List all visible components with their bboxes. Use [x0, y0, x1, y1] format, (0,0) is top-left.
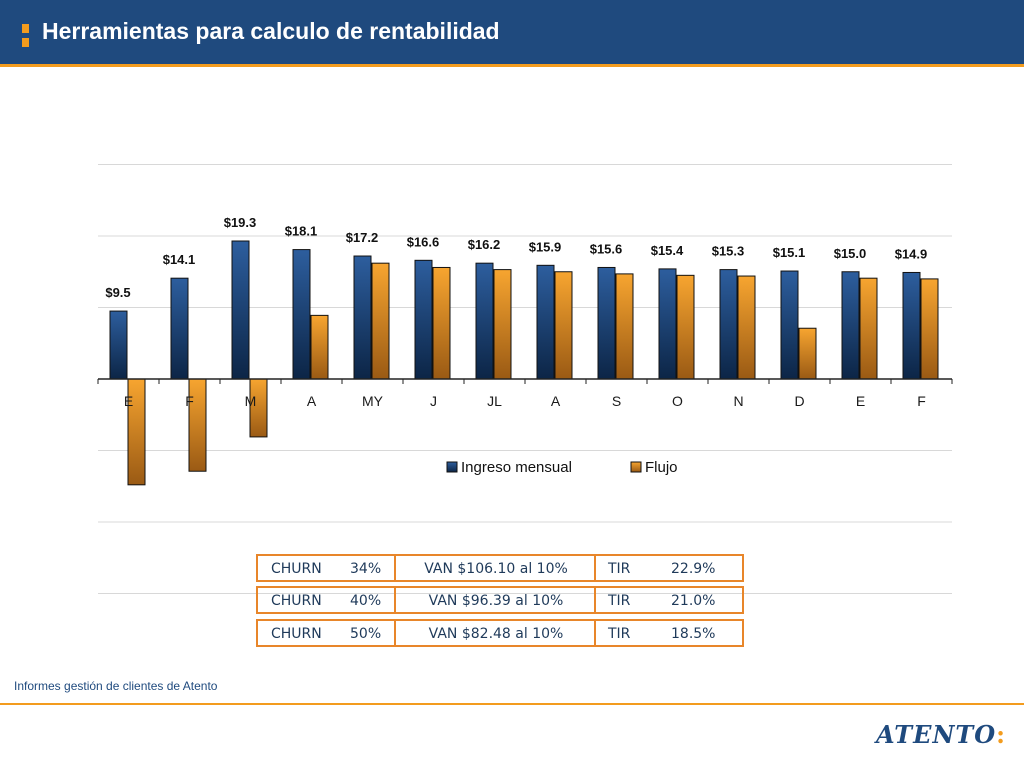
ingreso-bar: [780, 270, 799, 380]
ingreso-bar: [109, 310, 128, 380]
category-label: S: [612, 393, 621, 409]
flujo-bar: [920, 278, 939, 380]
category-label: F: [185, 393, 194, 409]
cell-divider: [394, 588, 396, 612]
cell-divider: [594, 556, 596, 580]
cell-divider: [594, 588, 596, 612]
header-bar: [0, 0, 1024, 64]
data-label: $19.3: [224, 215, 257, 230]
category-label: D: [794, 393, 804, 409]
churn-label: CHURN: [271, 561, 322, 577]
data-label: $14.1: [163, 252, 196, 267]
van-value: VAN $82.48 al 10%: [428, 626, 564, 642]
tir-value: 22.9%: [671, 561, 716, 577]
flujo-bar: [310, 314, 329, 380]
churn-label: CHURN: [271, 593, 322, 609]
churn-label: CHURN: [271, 626, 322, 642]
flujo-bar: [615, 273, 634, 380]
ingreso-bar: [902, 271, 921, 380]
ingreso-bar: [353, 255, 372, 380]
scenario-row: CHURN 50% VAN $82.48 al 10% TIR 18.5%: [256, 619, 744, 647]
category-label: M: [245, 393, 257, 409]
data-label: $15.1: [773, 245, 806, 260]
footer-divider: [0, 703, 1024, 705]
category-label: JL: [487, 393, 502, 409]
data-label: $9.5: [105, 285, 130, 300]
tir-label: TIR: [608, 561, 631, 577]
flujo-bar: [371, 262, 390, 380]
churn-value: 34%: [350, 561, 382, 577]
tir-value: 18.5%: [671, 626, 716, 642]
title-bullet-icon: [22, 24, 29, 33]
ingreso-bar: [719, 269, 738, 380]
data-label: $15.0: [834, 246, 867, 261]
data-label: $16.6: [407, 234, 440, 249]
data-label: $15.3: [712, 244, 745, 259]
flujo-bar: [798, 327, 817, 380]
flujo-bar: [859, 277, 878, 380]
flujo-bar: [432, 266, 451, 380]
van-value: VAN $96.39 al 10%: [428, 593, 564, 609]
data-label: $16.2: [468, 237, 501, 252]
ingreso-bar: [597, 266, 616, 380]
churn-value: 50%: [350, 626, 382, 642]
data-label: $15.9: [529, 239, 562, 254]
cell-divider: [594, 621, 596, 645]
legend-swatch: [446, 461, 458, 473]
legend-label: Flujo: [645, 459, 678, 476]
category-label: N: [733, 393, 743, 409]
ingreso-bar: [231, 240, 250, 380]
atento-logo: ATENTO:: [876, 720, 1007, 749]
ingreso-bar: [170, 277, 189, 380]
ingreso-bar: [658, 268, 677, 380]
legend-swatch: [630, 461, 642, 473]
tir-label: TIR: [608, 593, 631, 609]
page-title: Herramientas para calculo de rentabilida…: [42, 18, 500, 44]
van-value: VAN $106.10 al 10%: [424, 561, 568, 577]
scenario-row: CHURN 40% VAN $96.39 al 10% TIR 21.0%: [256, 586, 744, 614]
bar-chart: E F M A MY J JL A S O N D E F $9.5 $14.1 $19.3 $18.1 $17.2…: [97, 164, 953, 594]
ingreso-bar: [841, 271, 860, 380]
flujo-bar: [737, 275, 756, 380]
ingreso-bar: [475, 262, 494, 380]
category-label: J: [430, 393, 437, 409]
churn-value: 40%: [350, 593, 382, 609]
data-label: $15.6: [590, 241, 623, 256]
footer-text: Informes gestión de clientes de Atento: [14, 679, 218, 693]
scenario-row: CHURN 34% VAN $106.10 al 10% TIR 22.9%: [256, 554, 744, 582]
category-label: F: [917, 393, 926, 409]
ingreso-bar: [414, 259, 433, 380]
flujo-bar: [676, 274, 695, 380]
data-label: $17.2: [346, 230, 379, 245]
flujo-bar: [493, 269, 512, 380]
tir-label: TIR: [608, 626, 631, 642]
data-label: $15.4: [651, 243, 684, 258]
data-label: $14.9: [895, 246, 928, 261]
header-divider: [0, 64, 1024, 67]
category-label: A: [551, 393, 561, 409]
ingreso-bar: [292, 249, 311, 380]
title-bullet-icon: [22, 38, 29, 47]
category-label: O: [672, 393, 683, 409]
cell-divider: [394, 556, 396, 580]
category-label: A: [307, 393, 317, 409]
ingreso-bar: [536, 264, 555, 380]
tir-value: 21.0%: [671, 593, 716, 609]
legend-label: Ingreso mensual: [461, 459, 572, 476]
category-label: MY: [362, 393, 384, 409]
category-label: E: [856, 393, 865, 409]
category-label: E: [124, 393, 133, 409]
data-label: $18.1: [285, 224, 318, 239]
flujo-bar: [554, 271, 573, 380]
cell-divider: [394, 621, 396, 645]
